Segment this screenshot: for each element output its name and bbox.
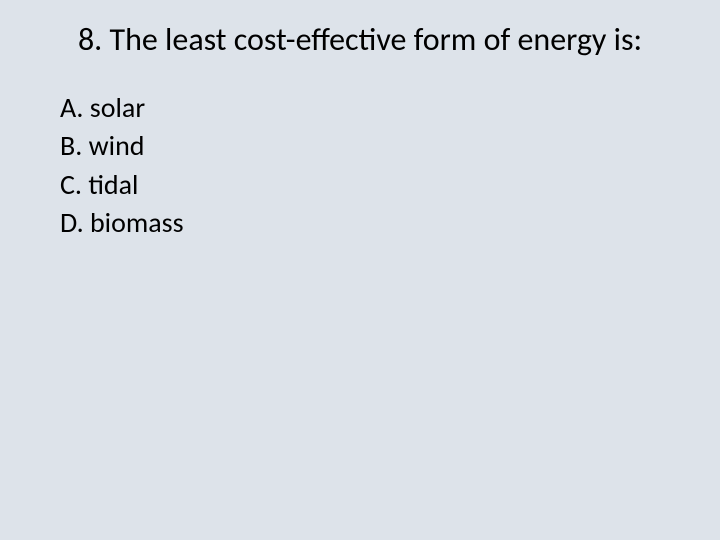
options-list: A. solar B. wind C. tidal D. biomass: [50, 90, 670, 242]
slide-container: 8. The least cost-effective form of ener…: [0, 0, 720, 540]
question-title: 8. The least cost-effective form of ener…: [50, 20, 670, 60]
option-d: D. biomass: [60, 205, 670, 241]
option-c: C. tidal: [60, 167, 670, 203]
option-a: A. solar: [60, 90, 670, 126]
option-b: B. wind: [60, 128, 670, 164]
